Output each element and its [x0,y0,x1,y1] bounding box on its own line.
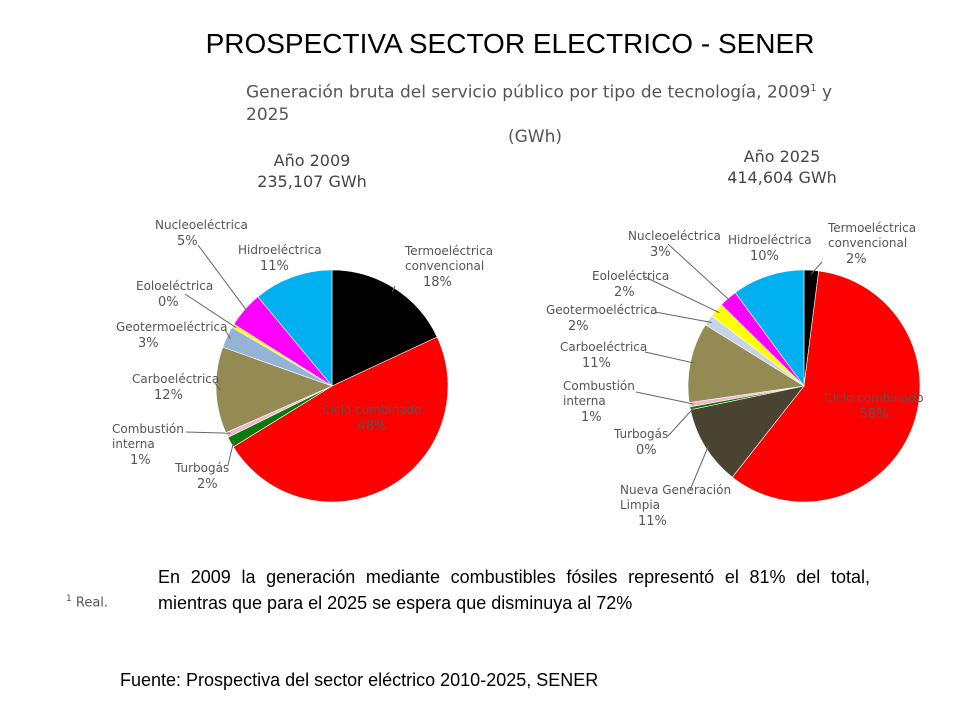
slice-percent: 2% [568,319,589,334]
slice-label: convencional [828,236,907,250]
leader-line [227,440,235,466]
leader-line [214,382,221,391]
pie-title: Año 2009 [274,151,351,170]
leader-line [810,261,823,275]
slice-percent: 48% [358,419,387,434]
footnote-text: Real. [71,595,109,611]
leader-line [642,275,720,314]
subtitle-text: Generación bruta del servicio público po… [246,82,811,103]
leader-line [224,329,231,339]
slice-label: Eoloeléctrica [136,279,213,293]
slice-percent: 1% [130,453,151,468]
leader-line [644,351,695,364]
leader-line [185,431,231,434]
footnote-mark: 1 [66,594,72,604]
slice-percent: 2% [846,252,867,267]
chart-subtitle: Generación bruta del servicio público po… [246,78,846,148]
slice-percent: 11% [638,514,667,529]
slice-percent: 58% [860,407,889,422]
leader-line [667,243,732,302]
slice-label: Carboeléctrica [132,372,219,386]
pie-chart-1: Año 2009 235,107 GWh Termoeléctricaconvenc… [112,151,493,503]
slice-label: Carboeléctrica [560,340,647,354]
slice-percent: 5% [177,234,198,249]
footnote: 1 Real. [66,594,108,610]
slice-label: Geotermoeléctrica [546,303,658,317]
subtitle-unit: (GWh) [508,126,563,147]
leader-line [689,444,710,491]
slice-label: interna [563,394,606,408]
slice-percent: 12% [154,388,183,403]
leader-line [667,407,695,437]
pie-slice-hidroelectrica [734,269,805,387]
slice-label: Ciclo combinado [322,403,421,417]
slice-label: Termoeléctrica [827,221,916,235]
slice-percent: 18% [423,275,452,290]
summary-text: En 2009 la generación mediante combustib… [158,567,870,613]
pie-slice-carboelectrica [215,346,333,434]
slice-label: convencional [405,259,484,273]
source-text: Fuente: Prospectiva del sector eléctrico… [120,670,599,690]
slice-label: interna [112,437,155,451]
leader-line [635,391,694,405]
slice-label: Nueva Generación [620,483,731,497]
slice-percent: 2% [197,477,218,492]
pie-total: 235,107 GWh [257,172,367,191]
slice-label: Limpia [620,498,660,512]
slice-label: Combustión [563,379,635,393]
pie-total: 414,604 GWh [727,168,837,187]
leader-line [654,311,712,323]
slice-label: Combustión [112,422,184,436]
slice-percent: 11% [260,259,289,274]
slice-percent: 1% [581,410,602,425]
slice-label: Geotermoeléctrica [116,320,228,334]
slice-label: Turbogás [613,427,668,441]
slice-percent: 0% [158,295,179,310]
pie-chart-2: Año 2025 414,604 GWh Termoeléctricaconvenc… [546,147,924,529]
slice-label: Termoeléctrica [404,244,493,258]
subtitle-text-end: y 2025 [246,82,833,125]
pie-slice-nueva-generacion-limpia [690,385,805,478]
slice-label: Ciclo combinado [824,391,923,405]
slice-label: Turbogás [174,461,229,475]
pie-slice-ciclo-combinado [731,270,921,503]
slice-percent: 0% [636,443,657,458]
slice-percent: 2% [614,285,635,300]
leader-line [391,285,396,292]
pie-slice-hidroelectrica [257,269,333,387]
slice-percent: 3% [138,336,159,351]
subtitle-footnote-mark: 1 [810,83,817,94]
leader-line [184,293,237,329]
pie-slice-ciclo-combinado [232,336,449,503]
slice-label: Nucleoeléctrica [628,229,721,243]
leader-line [197,244,249,313]
page-title: PROSPECTIVA SECTOR ELECTRICO - SENER [205,28,815,59]
slice-label: Nucleoeléctrica [155,218,248,232]
slice-percent: 11% [582,356,611,371]
slice-label: Hidroeléctrica [238,243,322,257]
pie-title: Año 2025 [744,147,821,166]
slice-percent: 10% [750,249,779,264]
slice-label: Hidroeléctrica [728,233,812,247]
slice-label: Eoloeléctrica [592,269,669,283]
slice-percent: 3% [650,245,671,260]
